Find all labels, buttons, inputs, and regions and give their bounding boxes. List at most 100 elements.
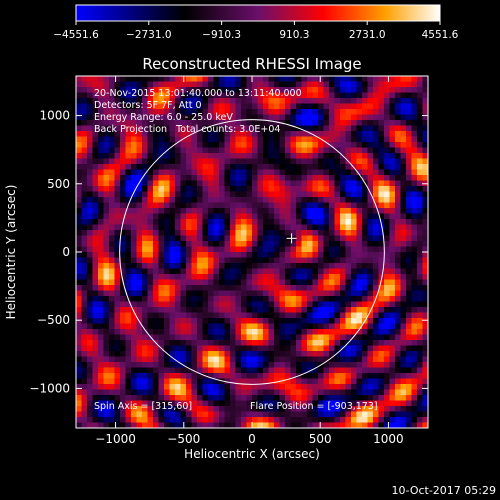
image-pixel <box>373 120 379 126</box>
image-pixel <box>76 268 82 275</box>
image-pixel <box>323 87 330 93</box>
image-pixel <box>114 219 121 225</box>
image-pixel <box>417 169 423 176</box>
image-pixel <box>252 235 258 242</box>
image-pixel <box>257 98 264 104</box>
image-pixel <box>329 235 335 242</box>
image-pixel <box>219 109 225 115</box>
image-pixel <box>285 213 291 220</box>
image-pixel <box>103 411 110 418</box>
image-pixel <box>340 235 346 242</box>
image-pixel <box>186 197 192 203</box>
image-pixel <box>268 92 275 99</box>
image-pixel <box>334 219 341 225</box>
image-pixel <box>81 323 88 330</box>
image-pixel <box>186 362 192 368</box>
image-pixel <box>334 103 341 110</box>
image-pixel <box>114 125 121 132</box>
image-pixel <box>422 136 428 143</box>
image-pixel <box>356 274 363 280</box>
image-pixel <box>76 312 82 319</box>
image-pixel <box>301 356 308 363</box>
image-pixel <box>76 274 82 280</box>
image-pixel <box>191 147 198 154</box>
image-pixel <box>120 400 126 407</box>
image-pixel <box>384 92 390 99</box>
image-pixel <box>279 153 286 159</box>
image-pixel <box>202 411 209 418</box>
image-pixel <box>400 301 407 308</box>
image-pixel <box>98 389 104 396</box>
image-pixel <box>362 136 368 143</box>
image-pixel <box>417 268 423 275</box>
image-pixel <box>290 142 297 148</box>
image-pixel <box>197 263 203 269</box>
image-pixel <box>345 373 352 379</box>
image-pixel <box>422 131 428 137</box>
image-pixel <box>147 246 154 253</box>
image-pixel <box>356 169 363 176</box>
image-pixel <box>285 345 291 352</box>
image-pixel <box>87 340 93 346</box>
image-pixel <box>400 268 407 275</box>
colorbar-tick-label: 910.3 <box>279 29 309 41</box>
image-pixel <box>98 92 104 99</box>
image-pixel <box>395 268 401 275</box>
image-pixel <box>208 153 214 159</box>
image-pixel <box>400 164 407 170</box>
image-pixel <box>285 356 291 363</box>
image-pixel <box>279 191 286 198</box>
image-pixel <box>92 87 99 93</box>
image-pixel <box>285 191 291 198</box>
image-pixel <box>257 274 264 280</box>
image-pixel <box>125 406 132 412</box>
image-pixel <box>334 329 341 335</box>
image-pixel <box>202 268 209 275</box>
image-pixel <box>142 219 148 225</box>
image-pixel <box>76 417 82 423</box>
image-pixel <box>213 334 220 341</box>
image-pixel <box>125 191 132 198</box>
image-pixel <box>274 384 280 390</box>
image-pixel <box>345 213 352 220</box>
image-pixel <box>114 224 121 231</box>
image-pixel <box>367 241 374 247</box>
image-pixel <box>169 274 176 280</box>
image-pixel <box>307 164 313 170</box>
image-pixel <box>175 180 181 187</box>
image-pixel <box>230 345 236 352</box>
image-pixel <box>147 219 154 225</box>
image-pixel <box>285 274 291 280</box>
image-pixel <box>422 147 428 154</box>
image-pixel <box>318 301 324 308</box>
image-pixel <box>307 274 313 280</box>
image-pixel <box>257 384 264 390</box>
image-pixel <box>98 76 104 82</box>
image-pixel <box>307 136 313 143</box>
image-pixel <box>252 114 258 121</box>
image-pixel <box>362 389 368 396</box>
image-pixel <box>103 367 110 374</box>
image-pixel <box>76 131 82 137</box>
image-pixel <box>395 252 401 258</box>
image-pixel <box>164 268 170 275</box>
image-pixel <box>301 87 308 93</box>
image-pixel <box>329 230 335 236</box>
image-pixel <box>136 367 143 374</box>
image-pixel <box>213 224 220 231</box>
image-pixel <box>334 131 341 137</box>
image-pixel <box>92 263 99 269</box>
image-pixel <box>114 400 121 407</box>
image-pixel <box>131 208 137 214</box>
image-pixel <box>257 406 264 412</box>
image-pixel <box>120 120 126 126</box>
image-pixel <box>98 191 104 198</box>
image-pixel <box>334 351 341 357</box>
image-pixel <box>169 153 176 159</box>
image-pixel <box>230 340 236 346</box>
image-pixel <box>329 417 335 423</box>
image-pixel <box>241 373 247 379</box>
image-pixel <box>219 274 225 280</box>
image-pixel <box>191 208 198 214</box>
image-pixel <box>417 87 423 93</box>
